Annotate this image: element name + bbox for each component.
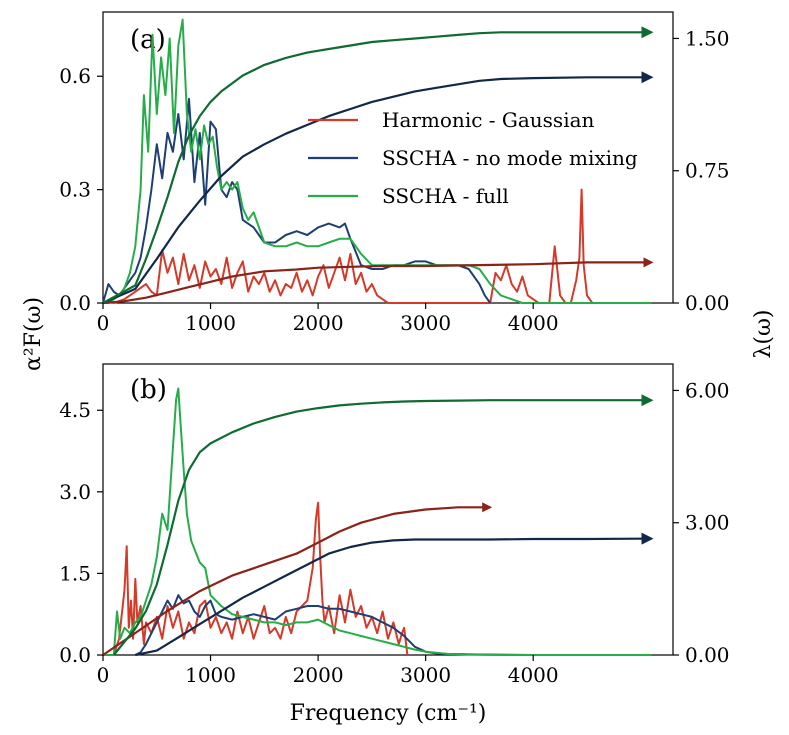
y-axis-label-right: λ(ω) (751, 309, 776, 358)
series-lambda-harmonic-line (102, 502, 493, 656)
legend: Harmonic - Gaussian SSCHA - no mode mixi… (308, 108, 638, 208)
y-tick-label-left: 4.5 (59, 398, 91, 422)
x-tick-label: 0 (97, 311, 110, 335)
x-tick-label: 3000 (400, 663, 451, 687)
series-lambda-full-line (102, 26, 654, 304)
y-tick-label-right: 0.00 (685, 291, 730, 315)
x-tick-label: 2000 (293, 311, 344, 335)
y-tick-label-right: 0.00 (685, 643, 730, 667)
panel-a-label: (a) (130, 25, 166, 55)
legend-label-sscha-full: SSCHA - full (382, 184, 509, 208)
y-tick-label-left: 0.6 (59, 64, 91, 88)
x-axis-label: Frequency (cm⁻¹) (290, 701, 487, 726)
x-tick-label: 0 (97, 663, 110, 687)
panel-a: (a) 0 1000 2000 3000 4000 0.0 0.3 0.6 0.00 0.75 1.… (59, 11, 730, 335)
panel-b-frame (102, 363, 674, 656)
series-lambda-nomix-line (135, 532, 654, 657)
y-tick-label-left: 0.0 (59, 643, 91, 667)
y-tick-label-left: 0.0 (59, 291, 91, 315)
x-tick-label: 4000 (508, 311, 559, 335)
series-lambda-full-line (112, 394, 654, 656)
series-sscha-nomix-line (102, 97, 492, 304)
y-tick-label-right: 3.00 (685, 511, 730, 535)
y-axis-label-left: α²F(ω) (21, 297, 46, 371)
y-tick-label-right: 0.75 (685, 159, 730, 183)
panel-a-series (102, 18, 654, 305)
series-sscha-full-line (103, 387, 652, 656)
panel-b: (b) 0 1000 2000 3000 4000 0.0 1.5 3.0 4.5 0.00 3.0… (59, 363, 730, 687)
x-tick-label: 4000 (508, 663, 559, 687)
x-tick-label: 1000 (185, 663, 236, 687)
series-lambda-nomix-line (102, 71, 654, 305)
x-tick-label: 3000 (400, 311, 451, 335)
panel-a-ticks: 0 1000 2000 3000 4000 0.0 0.3 0.6 0.00 0.75 1.50 (59, 26, 729, 335)
y-tick-label-left: 3.0 (59, 480, 91, 504)
legend-label-sscha-nomix: SSCHA - no mode mixing (382, 146, 638, 170)
x-tick-label: 1000 (185, 311, 236, 335)
series-sscha-nomix-line (134, 594, 652, 656)
y-tick-label-right: 1.50 (685, 26, 730, 50)
x-tick-label: 2000 (293, 663, 344, 687)
y-tick-label-left: 1.5 (59, 561, 91, 585)
panel-b-series (102, 387, 654, 657)
panel-b-label: (b) (130, 375, 167, 405)
series-lambda-harmonic-line (102, 257, 654, 305)
legend-label-harmonic: Harmonic - Gaussian (382, 108, 595, 132)
panel-b-ticks: 0 1000 2000 3000 4000 0.0 1.5 3.0 4.5 0.00 3.00 6.0… (59, 378, 729, 687)
y-tick-label-left: 0.3 (59, 178, 91, 202)
y-tick-label-right: 6.00 (685, 378, 730, 402)
